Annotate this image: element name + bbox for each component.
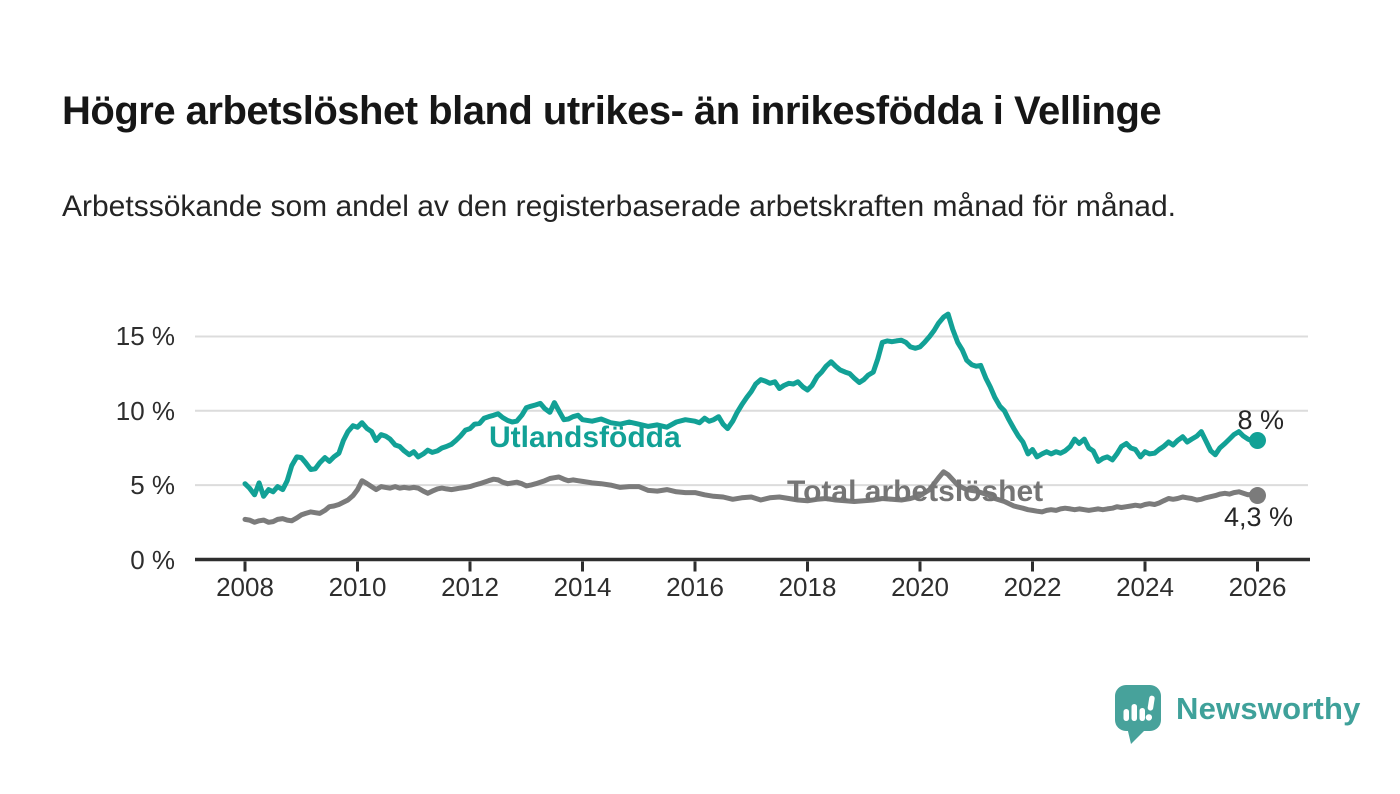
y-axis-label: 10 % — [115, 395, 175, 426]
logo-barchart-icon — [1123, 695, 1155, 721]
series-label-utlandsfodda: Utlandsfödda — [489, 421, 681, 454]
y-axis-label: 15 % — [115, 321, 175, 352]
end-value-label-total: 4,3 % — [1224, 502, 1294, 532]
end-value-label-utlandsfodda: 8 % — [1237, 405, 1284, 435]
x-axis-label: 2010 — [328, 572, 387, 602]
x-axis-label: 2008 — [216, 572, 274, 602]
newsworthy-logo: Newsworthy — [1114, 684, 1361, 746]
logo-bubble — [1115, 685, 1161, 731]
x-axis-label: 2012 — [441, 572, 499, 602]
series-line-total — [242, 469, 1260, 525]
chart-title: Högre arbetslöshet bland utrikes- än inr… — [62, 88, 1162, 133]
series-label-total: Total arbetslöshet — [787, 475, 1044, 508]
newsworthy-logo-icon — [1115, 685, 1161, 744]
x-axis-label: 2026 — [1228, 572, 1287, 602]
series-line-utlandsfodda — [242, 311, 1260, 499]
x-axis-label: 2014 — [553, 572, 612, 602]
chart-subtitle: Arbetssökande som andel av den registerb… — [62, 190, 1176, 223]
y-axis-label: 5 % — [130, 470, 175, 501]
x-axis-label: 2024 — [1116, 572, 1174, 602]
series-end-dot-utlandsfodda — [1249, 432, 1266, 450]
x-axis-label: 2022 — [1003, 572, 1062, 602]
x-axis-label: 2016 — [666, 572, 724, 602]
x-axis-label: 2020 — [891, 572, 949, 602]
newsworthy-logo-text: Newsworthy — [1176, 691, 1361, 726]
y-axis-label: 0 % — [130, 544, 175, 575]
logo-bubble-tail — [1127, 727, 1148, 744]
series-end-dot-total — [1249, 487, 1266, 505]
x-axis-label: 2018 — [778, 572, 837, 602]
